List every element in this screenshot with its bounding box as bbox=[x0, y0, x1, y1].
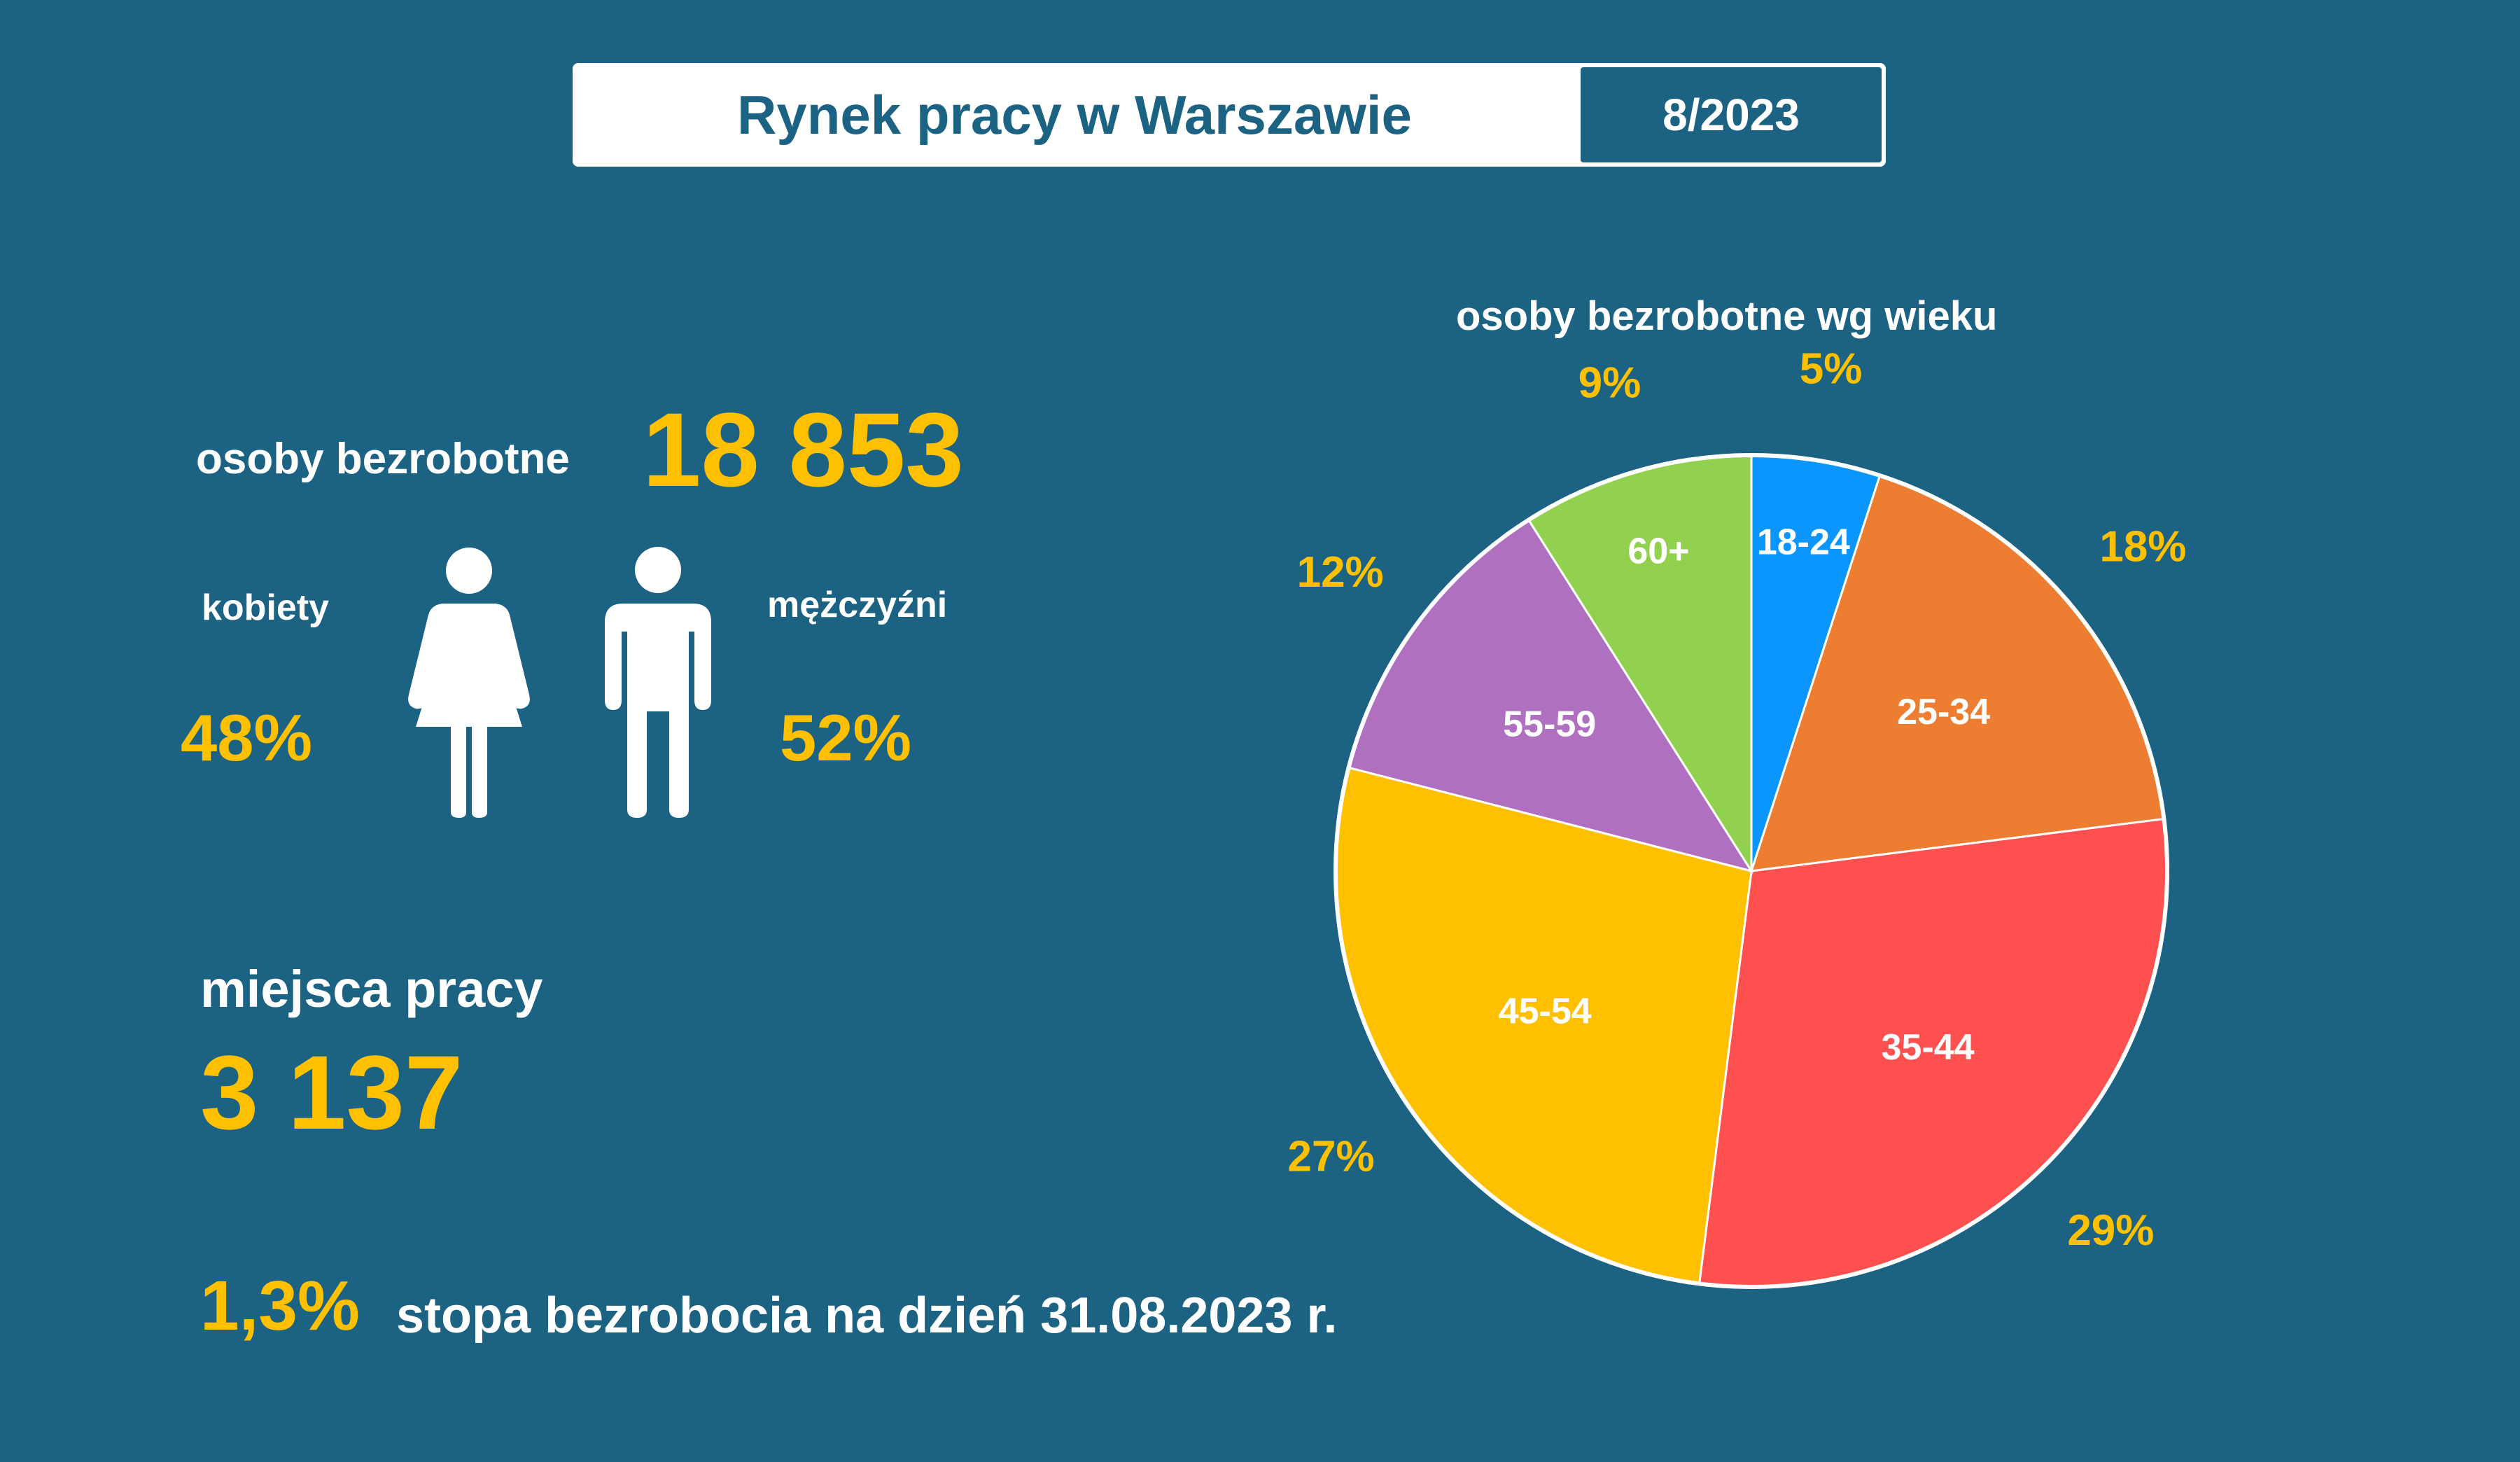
pie-outline bbox=[1334, 453, 2169, 1289]
pie-category-label: 18-24 bbox=[1757, 522, 1850, 563]
unemployment-rate-value: 1,3% bbox=[200, 1267, 360, 1345]
header-bar: Rynek pracy w Warszawie 8/2023 bbox=[573, 63, 1886, 167]
pie-category-label: 45-54 bbox=[1499, 991, 1592, 1031]
man-icon bbox=[605, 547, 711, 818]
men-label: mężczyźni bbox=[767, 585, 948, 625]
unemployed-label: osoby bezrobotne bbox=[196, 435, 570, 483]
jobs-value: 3 137 bbox=[200, 1033, 463, 1151]
women-label: kobiety bbox=[202, 587, 330, 628]
pie-value-label: 12% bbox=[1297, 548, 1384, 597]
chart-title: osoby bezrobotne wg wieku bbox=[1456, 293, 1998, 339]
page-title: Rynek pracy w Warszawie bbox=[737, 83, 1412, 146]
women-value: 48% bbox=[181, 701, 313, 774]
men-value: 52% bbox=[780, 701, 912, 774]
pie-category-label: 60+ bbox=[1628, 531, 1689, 572]
pie-value-label: 5% bbox=[1800, 344, 1863, 393]
jobs-label: miejsca pracy bbox=[200, 960, 543, 1018]
pie-category-label: 55-59 bbox=[1503, 704, 1596, 745]
unemployment-rate-label: stopa bezrobocia na dzień 31.08.2023 r. bbox=[396, 1288, 1338, 1344]
pie-value-label: 29% bbox=[2067, 1206, 2154, 1255]
pie-category-label: 25-34 bbox=[1897, 692, 1990, 732]
pie-category-label: 35-44 bbox=[1882, 1027, 1975, 1068]
pie-value-label: 9% bbox=[1578, 358, 1642, 407]
pie-value-label: 18% bbox=[2099, 523, 2186, 571]
pie-value-label: 27% bbox=[1287, 1133, 1374, 1181]
report-date: 8/2023 bbox=[1581, 67, 1882, 162]
woman-icon bbox=[408, 548, 530, 818]
unemployed-value: 18 853 bbox=[643, 391, 964, 508]
